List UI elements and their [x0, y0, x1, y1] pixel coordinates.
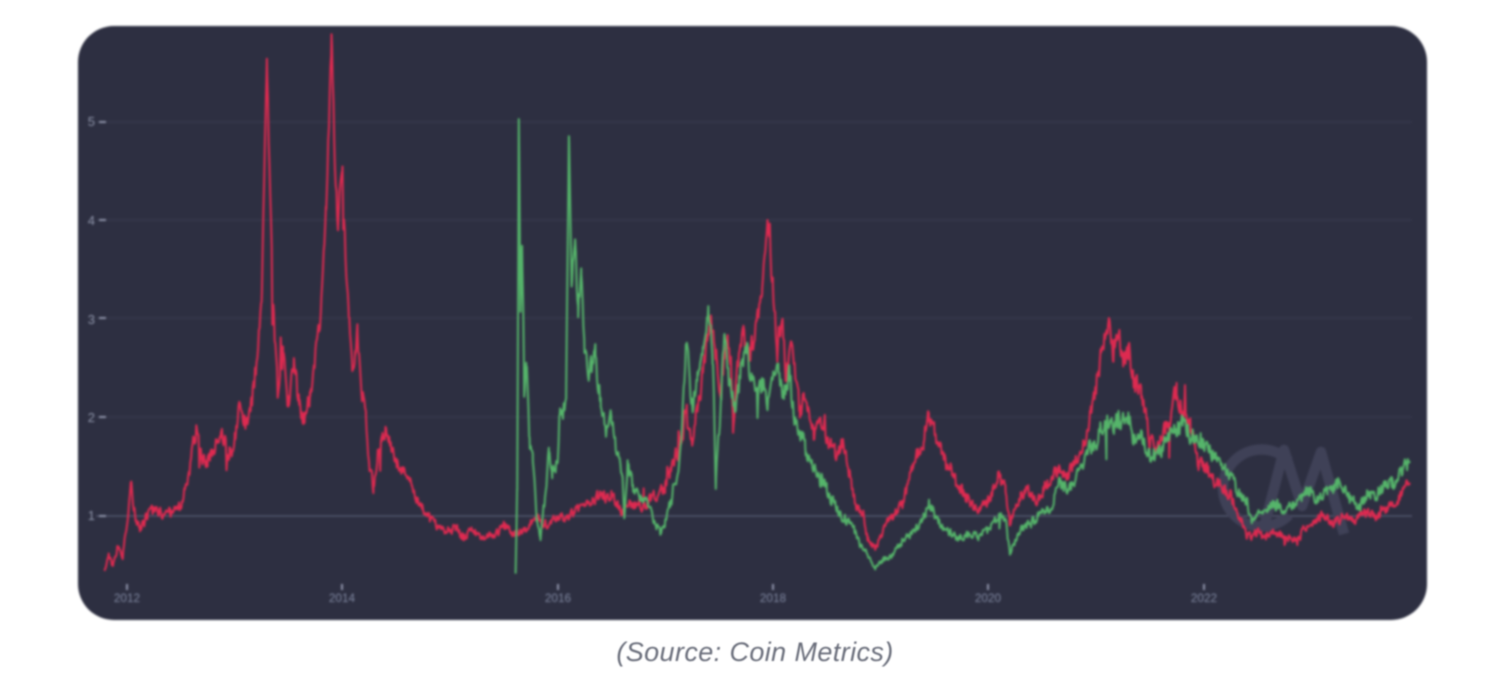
svg-text:2012: 2012	[114, 591, 140, 605]
svg-text:2022: 2022	[1191, 591, 1217, 605]
svg-text:2014: 2014	[329, 591, 356, 605]
svg-text:5: 5	[88, 114, 95, 129]
svg-text:2018: 2018	[760, 591, 787, 605]
svg-text:3: 3	[88, 312, 95, 327]
svg-text:1: 1	[88, 508, 95, 523]
svg-text:2: 2	[88, 410, 95, 425]
svg-text:2020: 2020	[975, 591, 1002, 605]
svg-text:4: 4	[88, 213, 95, 228]
svg-text:2016: 2016	[545, 591, 572, 605]
